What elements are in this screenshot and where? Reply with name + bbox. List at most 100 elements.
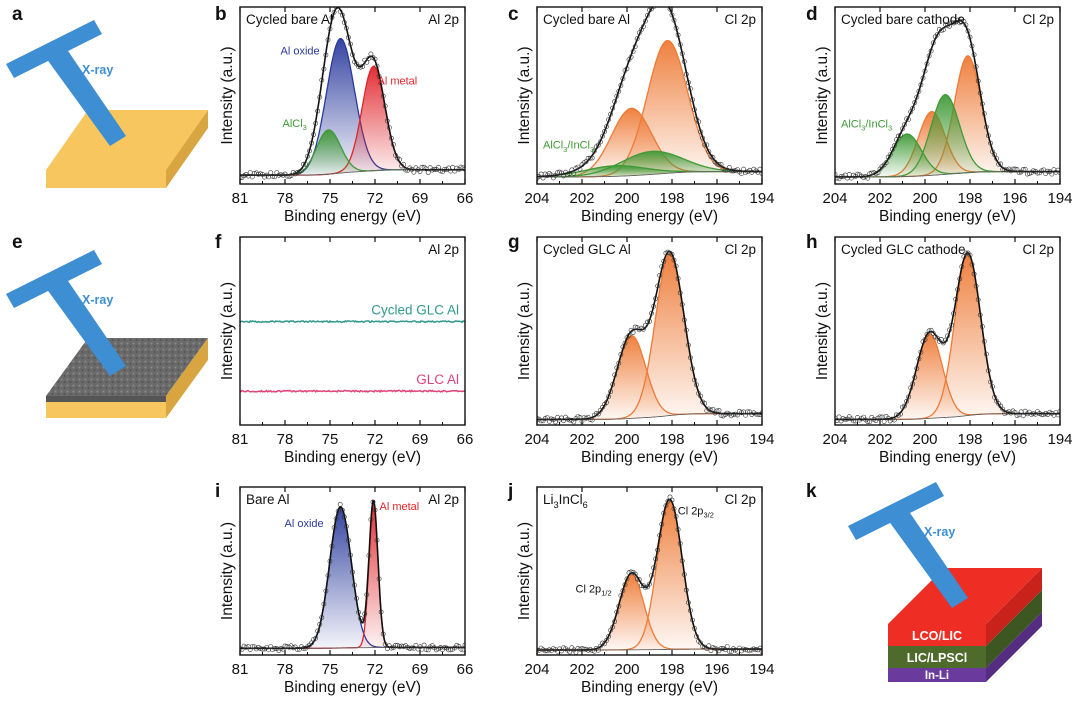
data-point	[577, 166, 583, 172]
data-point	[352, 582, 357, 588]
plot-area	[537, 494, 762, 655]
x-tick-label: 75	[322, 661, 339, 678]
data-point	[908, 109, 914, 115]
data-point	[632, 324, 638, 330]
data-point	[947, 23, 952, 29]
panel-title: Bare Al	[246, 492, 290, 507]
data-point	[606, 394, 611, 400]
data-point	[898, 411, 903, 417]
data-point	[910, 381, 916, 387]
x-tick-label: 194	[749, 661, 774, 678]
data-point	[538, 418, 544, 424]
data-point	[390, 142, 396, 147]
data-point	[692, 107, 697, 112]
text-run: Al oxide	[285, 518, 324, 530]
data-point	[671, 257, 677, 263]
envelope-line	[537, 498, 762, 651]
data-point	[356, 609, 361, 615]
substrate-front	[46, 170, 166, 188]
data-point	[561, 173, 566, 179]
data-point	[945, 333, 950, 339]
data-point	[977, 312, 983, 318]
lco-layer-side	[986, 568, 1042, 646]
data-point	[247, 170, 253, 175]
core-level-label: Cl 2p	[1022, 12, 1054, 27]
xps-panel-i: i Al oxide Al metal 81 78 75 72 69 66 Binding ene…	[215, 481, 473, 696]
data-point	[842, 417, 848, 423]
data-point	[401, 161, 406, 167]
data-point	[694, 633, 699, 639]
data-point	[722, 167, 728, 173]
data-point	[675, 527, 681, 532]
data-point	[894, 137, 899, 143]
data-point	[877, 414, 883, 420]
x-tick-label: 81	[232, 190, 249, 207]
x-tick-label: 194	[1047, 431, 1072, 448]
x-tick-label: 78	[277, 661, 294, 678]
data-point	[1000, 406, 1006, 412]
data-point	[922, 68, 928, 74]
data-point	[294, 646, 300, 652]
data-point	[904, 398, 909, 404]
data-point	[641, 326, 646, 332]
envelope-line	[537, 250, 762, 421]
data-point	[319, 615, 325, 620]
data-point	[757, 166, 762, 172]
data-point	[660, 0, 664, 2]
data-point	[337, 502, 343, 507]
data-point	[692, 626, 697, 631]
data-point	[307, 148, 312, 154]
data-point	[669, 497, 675, 503]
data-point	[747, 648, 753, 654]
data-point	[600, 133, 605, 139]
data-point	[643, 585, 648, 590]
x-tick-label: 204	[822, 190, 847, 207]
data-point	[598, 139, 603, 145]
lco-layer-front	[888, 624, 986, 646]
data-point	[268, 170, 274, 175]
xps-panel-f: f Cycled GLC Al GLC Al 81 78 75 72 69 66 Binding …	[215, 232, 473, 466]
data-point	[458, 646, 464, 652]
data-point	[386, 125, 392, 130]
data-point	[645, 12, 650, 18]
data-point	[612, 372, 618, 378]
data-point	[421, 642, 427, 648]
data-point	[596, 647, 601, 653]
data-point	[902, 122, 907, 128]
data-point	[696, 119, 701, 125]
data-point	[610, 105, 616, 111]
substrate-front	[46, 402, 166, 418]
subscript: 3	[590, 145, 594, 154]
peak-fill-orange	[537, 108, 762, 177]
lic-layer-front	[888, 646, 986, 668]
data-point	[984, 124, 989, 130]
x-tick-label: 198	[957, 431, 982, 448]
data-point	[435, 164, 441, 170]
plot-area	[240, 319, 465, 394]
data-point	[612, 619, 618, 624]
data-point	[628, 569, 634, 575]
core-level-label: Al 2p	[428, 242, 459, 257]
data-point	[362, 611, 368, 617]
data-point	[419, 164, 425, 170]
data-point	[374, 63, 380, 69]
peak-label: AlCl3/InCl3	[543, 140, 594, 154]
data-point	[706, 643, 712, 649]
data-point	[653, 296, 658, 301]
data-point	[616, 88, 622, 94]
data-point	[618, 351, 624, 357]
data-point	[665, 249, 671, 255]
data-point	[659, 264, 665, 269]
data-point	[348, 552, 353, 558]
data-point	[591, 148, 597, 154]
data-point	[1031, 168, 1036, 174]
data-point	[608, 389, 613, 394]
x-tick-label: 196	[1002, 190, 1027, 207]
data-point	[622, 582, 628, 588]
x-tick-label: 75	[322, 431, 339, 448]
data-point	[656, 0, 660, 4]
xray-source: X-ray	[848, 482, 968, 608]
data-point	[458, 164, 464, 170]
data-point	[926, 328, 932, 334]
